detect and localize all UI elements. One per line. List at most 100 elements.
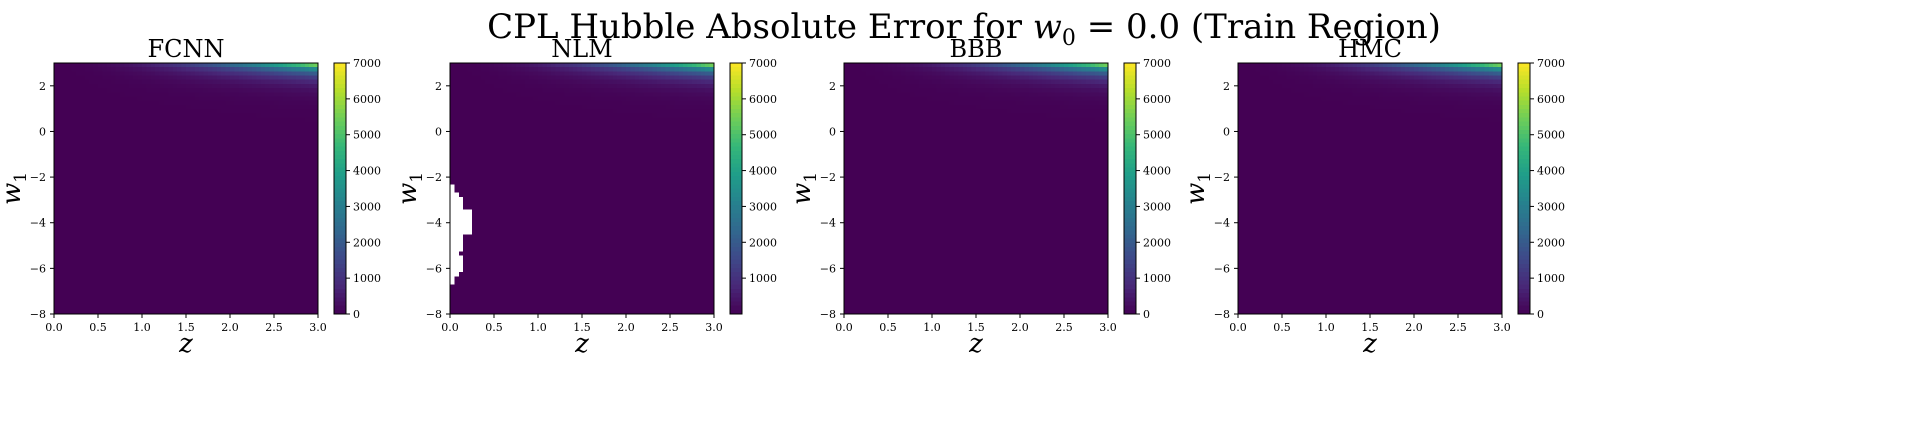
heatmap-cell: [71, 221, 77, 227]
heatmap-cell: [560, 125, 565, 131]
heatmap-cell: [634, 113, 640, 118]
heatmap-cell: [199, 134, 205, 139]
heatmap-cell: [621, 125, 627, 131]
heatmap-cell: [203, 129, 209, 135]
heatmap-cell: [128, 293, 134, 298]
heatmap-cell: [485, 129, 491, 135]
heatmap-cell: [617, 104, 623, 110]
heatmap-cell: [155, 188, 161, 194]
heatmap-cell: [93, 201, 99, 206]
heatmap-cell: [705, 134, 711, 139]
heatmap-cell: [648, 129, 653, 135]
heatmap-cell: [111, 242, 117, 248]
heatmap-cell: [203, 184, 209, 190]
heatmap-cell: [238, 234, 244, 240]
heatmap-cell: [234, 201, 240, 206]
heatmap-cell: [120, 163, 125, 169]
heatmap-cell: [216, 284, 222, 290]
heatmap-cell: [665, 125, 671, 131]
heatmap-cell: [472, 146, 477, 152]
heatmap-cell: [106, 155, 112, 160]
heatmap-cell: [216, 171, 222, 177]
heatmap-cell: [128, 251, 134, 257]
heatmap-cell: [278, 155, 284, 160]
heatmap-cell: [274, 238, 279, 244]
heatmap-cell: [181, 167, 187, 173]
heatmap-cell: [542, 67, 548, 72]
heatmap-cell: [230, 192, 235, 198]
heatmap-cell: [80, 134, 86, 139]
heatmap-cell: [115, 92, 121, 98]
heatmap-cell: [128, 83, 134, 89]
heatmap-cell: [485, 83, 491, 89]
heatmap-cell: [238, 293, 244, 298]
heatmap-cell: [58, 288, 64, 294]
heatmap-cell: [260, 188, 266, 194]
heatmap-cell: [76, 196, 81, 202]
heatmap-cell: [546, 67, 552, 72]
heatmap-cell: [260, 67, 266, 72]
colorbar-tick-label: 3000: [353, 200, 381, 213]
heatmap-cell: [137, 163, 143, 169]
heatmap-cell: [546, 75, 552, 81]
heatmap-cell: [551, 75, 557, 81]
heatmap-cell: [287, 146, 293, 152]
heatmap-cell: [199, 117, 205, 123]
heatmap-cell: [124, 280, 130, 286]
heatmap-cell: [89, 142, 95, 148]
heatmap-cell: [282, 92, 288, 98]
heatmap-cell: [599, 117, 605, 123]
heatmap-cell: [278, 272, 284, 277]
heatmap-cell: [546, 125, 552, 131]
heatmap-cell: [621, 117, 627, 123]
heatmap-cell: [634, 117, 640, 123]
heatmap-cell: [216, 238, 222, 244]
heatmap-cell: [177, 71, 183, 77]
heatmap-cell: [467, 125, 473, 131]
heatmap-cell: [102, 238, 108, 244]
heatmap-cell: [291, 117, 297, 123]
heatmap-cell: [472, 67, 477, 72]
heatmap-cell: [89, 221, 95, 227]
heatmap-cell: [128, 96, 134, 102]
heatmap-cell: [278, 75, 284, 81]
heatmap-cell: [696, 79, 702, 85]
heatmap-cell: [674, 79, 680, 85]
heatmap-cell: [639, 109, 645, 114]
heatmap-cell: [458, 150, 464, 156]
heatmap-cell: [62, 234, 68, 240]
heatmap-cell: [133, 184, 139, 190]
heatmap-cell: [709, 96, 715, 102]
heatmap-cell: [84, 92, 90, 98]
heatmap-cell: [278, 83, 284, 89]
heatmap-cell: [498, 67, 504, 72]
heatmap-cell: [58, 192, 64, 198]
heatmap-cell: [524, 71, 530, 77]
heatmap-cell: [304, 309, 310, 315]
heatmap-cell: [221, 146, 227, 152]
colorbar-segment: [334, 255, 346, 261]
heatmap-cell: [115, 234, 121, 240]
heatmap-cell: [260, 163, 266, 169]
heatmap-cell: [617, 63, 623, 68]
heatmap-cell: [203, 171, 209, 177]
heatmap-cell: [243, 163, 249, 169]
heatmap-cell: [234, 234, 240, 240]
heatmap-cell: [106, 242, 112, 248]
heatmap-cell: [146, 75, 152, 81]
heatmap-cell: [269, 117, 275, 123]
heatmap-cell: [309, 171, 315, 177]
heatmap-cell: [454, 121, 460, 127]
heatmap-cell: [265, 242, 271, 248]
heatmap-cell: [102, 83, 108, 89]
heatmap-cell: [71, 175, 77, 181]
heatmap-cell: [177, 121, 183, 127]
heatmap-cell: [252, 113, 257, 118]
heatmap-cell: [674, 142, 680, 148]
heatmap-cell: [111, 184, 117, 190]
heatmap-cell: [269, 205, 275, 211]
heatmap-cell: [98, 247, 103, 252]
heatmap-cell: [238, 171, 244, 177]
heatmap-cell: [309, 129, 315, 135]
heatmap-cell: [520, 71, 526, 77]
